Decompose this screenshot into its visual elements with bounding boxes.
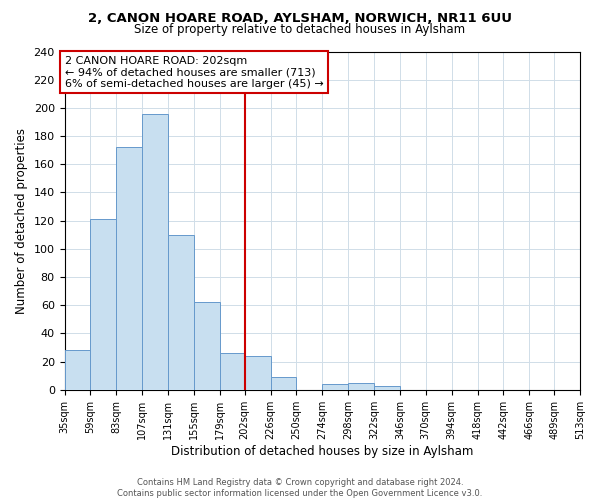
Bar [142,114,168,390]
Bar [220,353,245,390]
Text: 2 CANON HOARE ROAD: 202sqm
← 94% of detached houses are smaller (713)
6% of semi: 2 CANON HOARE ROAD: 202sqm ← 94% of deta… [65,56,323,89]
Bar [374,386,400,390]
Bar [194,302,220,390]
Bar [65,350,91,390]
Bar [116,148,142,390]
Text: Contains HM Land Registry data © Crown copyright and database right 2024.
Contai: Contains HM Land Registry data © Crown c… [118,478,482,498]
Bar [168,235,194,390]
Text: Size of property relative to detached houses in Aylsham: Size of property relative to detached ho… [134,22,466,36]
Bar [271,377,296,390]
X-axis label: Distribution of detached houses by size in Aylsham: Distribution of detached houses by size … [171,444,473,458]
Y-axis label: Number of detached properties: Number of detached properties [15,128,28,314]
Bar [91,220,116,390]
Text: 2, CANON HOARE ROAD, AYLSHAM, NORWICH, NR11 6UU: 2, CANON HOARE ROAD, AYLSHAM, NORWICH, N… [88,12,512,26]
Bar [348,383,374,390]
Bar [245,356,271,390]
Bar [322,384,348,390]
